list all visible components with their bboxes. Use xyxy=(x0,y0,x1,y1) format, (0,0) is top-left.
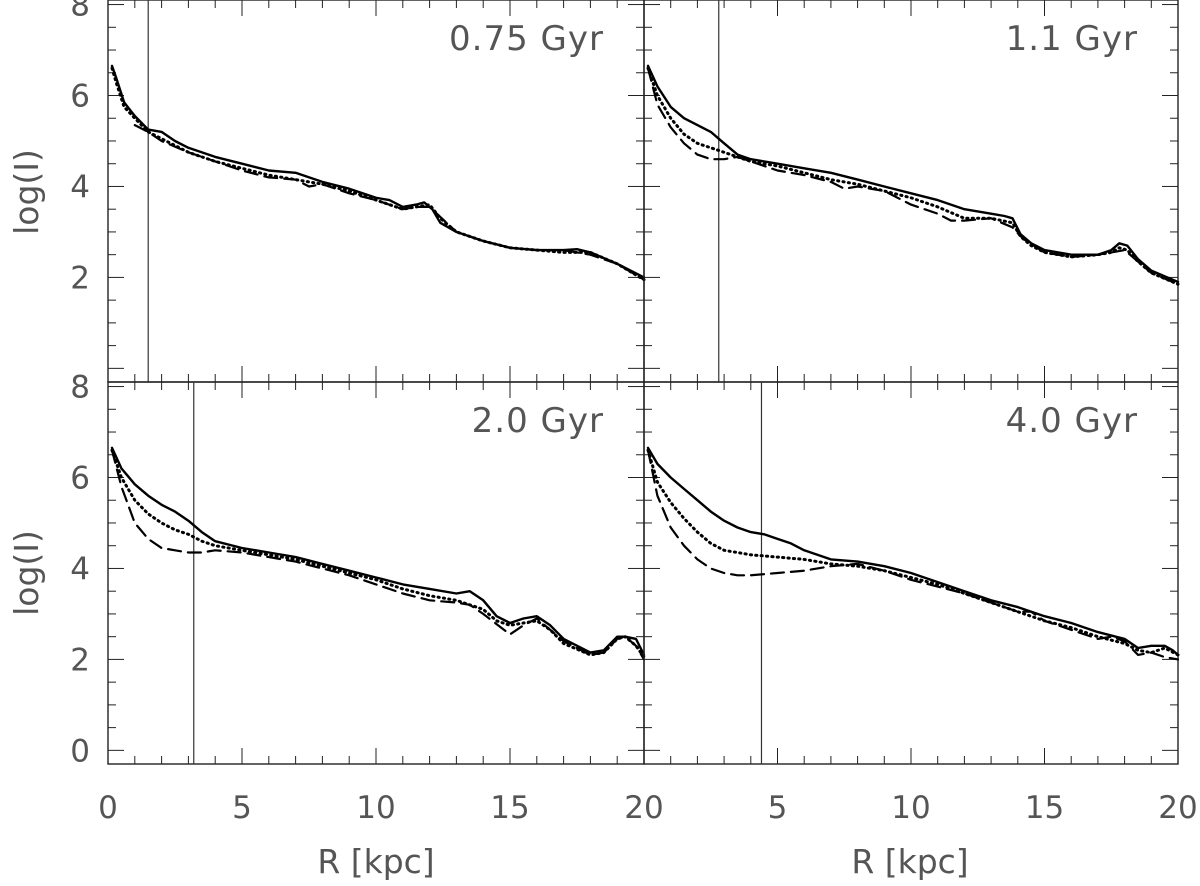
x-tick-label: 20 xyxy=(624,790,663,826)
x-axis-title-left: R [kpc] xyxy=(317,842,434,881)
panel-label: 1.1 Gyr xyxy=(1006,19,1138,59)
y-tick-label: 6 xyxy=(70,461,90,497)
y-tick-label: 8 xyxy=(70,0,90,24)
y-tick-label: 2 xyxy=(70,260,90,296)
y-axis-title-bottom: log(I) xyxy=(7,530,46,616)
y-tick-label: 0 xyxy=(70,733,90,769)
x-tick-label: 5 xyxy=(232,790,252,826)
x-tick-label: 10 xyxy=(891,790,930,826)
series-dotted-line xyxy=(646,448,1180,657)
series-dashed-line xyxy=(133,124,646,281)
panel-2: 1.1 Gyr xyxy=(643,0,1180,383)
x-tick-label: 20 xyxy=(1158,790,1197,826)
series-solid-line xyxy=(646,64,1180,284)
y-axis-title-top: log(I) xyxy=(7,149,46,235)
series-solid-line xyxy=(646,446,1180,657)
y-tick-label: 2 xyxy=(70,642,90,678)
panel-label: 0.75 Gyr xyxy=(449,19,604,59)
series-dashed-line xyxy=(646,67,1180,286)
series-dashed-line xyxy=(646,449,1180,661)
series-dotted-line xyxy=(110,448,646,659)
series-solid-line xyxy=(110,64,646,279)
series-dashed-line xyxy=(110,449,646,661)
panel-label: 4.0 Gyr xyxy=(1006,401,1138,441)
y-tick-label: 4 xyxy=(70,169,90,205)
x-axis-title-right: R [kpc] xyxy=(851,842,968,881)
panel-label: 2.0 Gyr xyxy=(472,401,604,441)
x-tick-label: 0 xyxy=(98,790,118,826)
x-tick-label: 15 xyxy=(490,790,529,826)
series-dotted-line xyxy=(110,66,646,282)
y-tick-label: 4 xyxy=(70,551,90,587)
series-dotted-line xyxy=(646,66,1180,286)
y-tick-label: 6 xyxy=(70,79,90,115)
x-tick-label: 10 xyxy=(356,790,395,826)
panel-4: 4.0 Gyr 5 10 15 20 xyxy=(643,381,1198,826)
x-tick-label: 15 xyxy=(1025,790,1064,826)
panel-1: 0.75 Gyr 2 4 6 8 xyxy=(70,0,646,383)
series-solid-line xyxy=(110,446,646,657)
y-tick-label: 8 xyxy=(70,370,90,406)
x-tick-label: 5 xyxy=(768,790,788,826)
panel-3: 2.0 Gyr 0 2 4 6 8 0 5 10 15 20 xyxy=(70,370,663,826)
